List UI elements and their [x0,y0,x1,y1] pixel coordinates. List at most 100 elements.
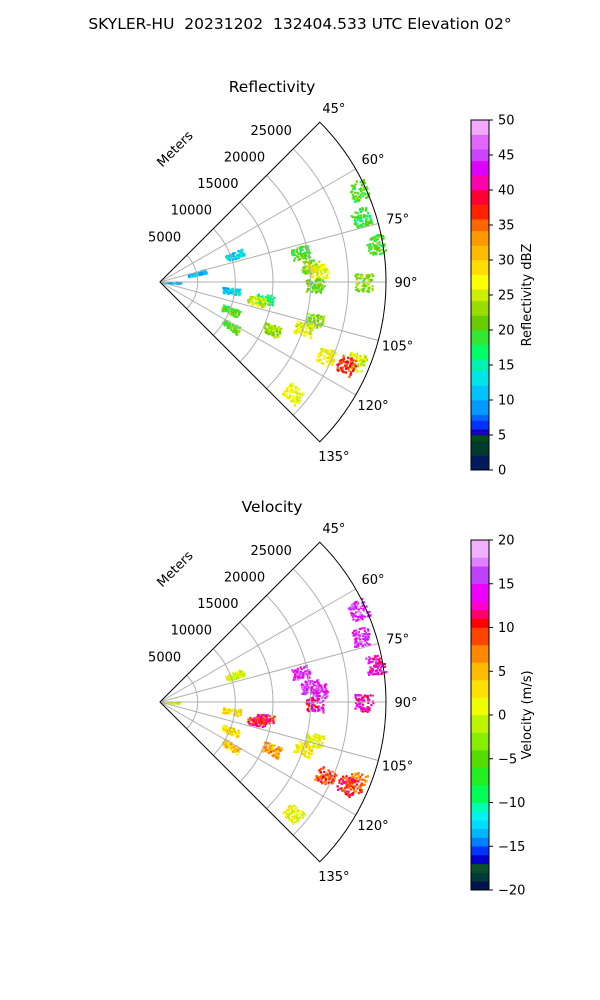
echo-gate [250,297,253,300]
echo-gate [285,387,289,390]
echo-gate [303,253,307,256]
echo-gate [249,296,252,299]
echo-gate [379,669,382,672]
echo-gate [318,264,321,267]
colorbar-tick-label: −20 [498,884,525,899]
echo-gate [320,778,323,781]
echo-cell [314,766,338,786]
echo-gate [368,278,371,281]
echo-gate [308,698,311,701]
echo-gate [352,776,355,779]
echo-gate [301,683,304,686]
colorbar-swatch [471,268,489,272]
echo-gate [353,363,356,366]
echo-gate [361,604,364,607]
echo-gate [363,606,366,609]
echo-gate [300,330,303,333]
echo-gate [352,187,355,190]
colorbar-swatch [471,808,489,812]
echo-gate [300,326,303,329]
echo-gate [363,277,366,280]
echo-gate [338,362,341,365]
echo-gate [285,393,288,396]
colorbar-swatch [471,857,489,862]
echo-gate [306,324,309,327]
echo-gate [239,713,242,716]
echo-gate [342,356,345,359]
echo-gate [310,752,314,755]
echo-gate [354,221,358,224]
echo-gate [231,709,234,712]
azimuth-spoke [159,281,379,341]
echo-gate [221,728,224,731]
colorbar-swatch [471,233,489,237]
echo-gate [269,332,272,335]
echo-gate [298,327,301,330]
echo-gate [301,253,304,256]
echo-gate [237,750,240,753]
echo-gate [360,617,363,620]
colorbar-swatch [471,863,489,867]
echo-gate [324,692,327,695]
echo-gate [255,720,258,724]
echo-gate [322,317,325,320]
echo-gate [264,747,267,750]
echo-gate [294,332,297,335]
echo-gate [294,821,297,824]
echo-gate [232,709,235,712]
echo-gate [340,787,343,790]
colorbar-swatch [471,338,489,342]
echo-gate [268,329,271,332]
echo-gate [198,272,202,275]
echo-gate [293,397,296,400]
echo-gate [316,323,319,326]
echo-gate [305,290,308,293]
echo-gate [268,742,271,745]
echo-gate [324,276,327,280]
echo-gate [322,766,325,769]
radial-tick-label: 5000 [148,230,181,245]
echo-gate [384,249,388,252]
echo-gate [318,323,321,326]
echo-gate [296,817,299,820]
colorbar-swatch [471,747,489,751]
velocity-panel: Velocity 45°60°75°90°105°120°135°5000100… [148,498,535,899]
echo-gate [307,755,311,758]
echo-gate [352,778,355,781]
echo-gate [233,310,237,313]
colorbar-swatch [471,790,489,795]
echo-gate [299,392,302,395]
colorbar-swatch [471,869,489,873]
echo-gate [336,788,340,791]
colorbar-swatch [471,350,489,354]
echo-gate [362,284,366,288]
echo-gate [340,366,343,369]
echo-cell [365,654,388,676]
echo-gate [276,327,279,330]
echo-gate [298,258,302,261]
echo-gate [309,688,313,691]
colorbar-swatch [471,852,489,856]
echo-gate [359,642,362,645]
echo-gate [317,742,320,745]
colorbar-swatch [471,837,489,841]
echo-gate [378,247,381,250]
reflectivity-sector: 45°60°75°90°105°120°135°5000100001500020… [148,102,417,465]
echo-gate [168,282,171,285]
echo-gate [360,223,363,226]
echo-gate [338,779,341,782]
echo-gate [359,193,363,196]
echo-gate [288,396,291,399]
echo-gate [291,254,294,257]
echo-gate [371,246,374,249]
sector-outline [159,121,387,443]
echo-gate [368,243,372,246]
echo-gate [371,285,374,288]
echo-gate [334,351,337,354]
colorbar-swatch [471,688,489,692]
echo-gate [313,700,316,703]
echo-gate [268,715,271,718]
echo-gate [360,273,363,276]
echo-gate [371,288,374,291]
echo-gate [228,327,231,330]
